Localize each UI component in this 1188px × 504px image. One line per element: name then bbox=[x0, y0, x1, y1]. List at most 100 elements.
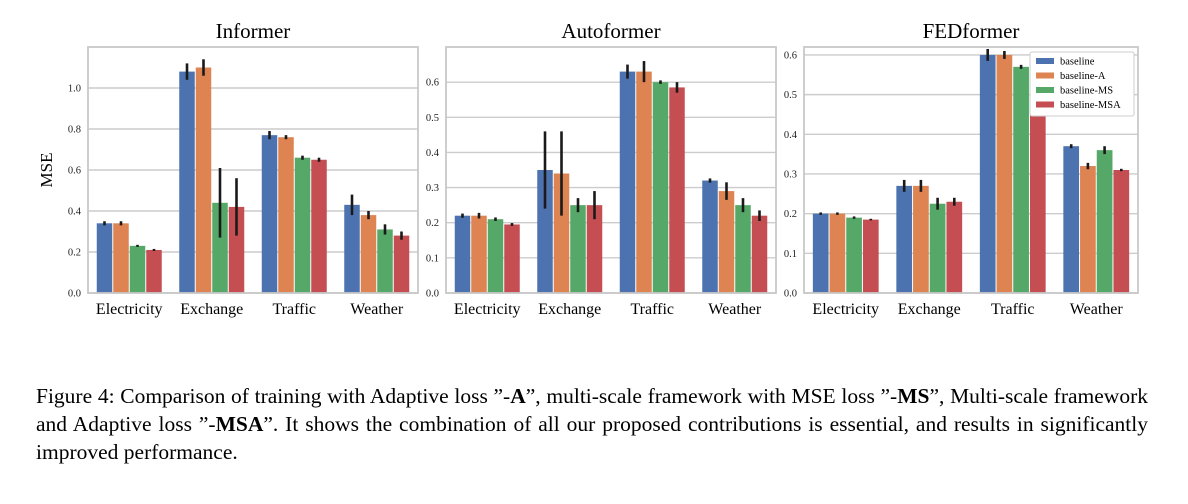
autoformer-ytick-label: 0.2 bbox=[426, 218, 439, 229]
fedformer-frame bbox=[803, 46, 1139, 294]
autoformer-xtick-label: Weather bbox=[708, 301, 762, 318]
autoformer-bar-baseline bbox=[702, 180, 718, 293]
informer-frame bbox=[87, 46, 419, 294]
fedformer-ytick-label: 0.4 bbox=[784, 130, 798, 141]
informer-ytick-label: 0.2 bbox=[68, 248, 81, 259]
informer-bar-baseline-msa bbox=[146, 249, 162, 293]
fedformer-ytick-label: 0.0 bbox=[784, 289, 797, 300]
fedformer-ytick-label: 0.1 bbox=[784, 249, 797, 260]
informer-bar-baseline-a bbox=[278, 137, 294, 293]
fedformer-ytick-label: 0.3 bbox=[784, 169, 797, 180]
caption-bold-msa: MSA bbox=[215, 412, 264, 436]
fedformer-title: FEDformer bbox=[923, 19, 1020, 43]
informer-xtick-label: Traffic bbox=[272, 301, 316, 318]
fedformer-xtick-label: Exchange bbox=[898, 301, 961, 318]
caption-bold-a: A bbox=[510, 384, 526, 408]
informer-bar-baseline bbox=[96, 223, 113, 293]
informer-bar-baseline-ms bbox=[294, 157, 311, 293]
legend-label-baseline: baseline bbox=[1060, 57, 1095, 68]
fedformer-ytick-label: 0.2 bbox=[784, 209, 797, 220]
autoformer-bar-baseline-msa bbox=[669, 87, 685, 294]
fedformer-bar-baseline-msa bbox=[862, 219, 879, 293]
legend-swatch-baseline-a bbox=[1036, 72, 1054, 79]
fedformer-bar-baseline-a bbox=[913, 185, 929, 293]
fedformer-bar-baseline-ms bbox=[846, 217, 862, 293]
fedformer-bar-baseline bbox=[896, 185, 913, 293]
legend-box bbox=[1029, 51, 1135, 117]
legend-label-baseline-ms: baseline-MS bbox=[1060, 86, 1113, 97]
autoformer-bar-baseline-msa bbox=[504, 224, 520, 293]
fedformer-xtick-label: Electricity bbox=[812, 301, 879, 318]
informer-bar-baseline-msa bbox=[393, 235, 410, 293]
informer-bar-baseline-msa bbox=[311, 159, 327, 293]
autoformer-bar-baseline-msa bbox=[586, 205, 603, 293]
informer-ylabel: MSE bbox=[37, 153, 56, 188]
informer-ytick-label: 0.8 bbox=[68, 125, 81, 136]
autoformer-bar-baseline-a bbox=[636, 71, 652, 293]
figure-charts: 0.0 0.2 0.4 0.6 0.8 1.0 Electricity Exchange Tra… bbox=[37, 19, 1139, 318]
autoformer-bar-baseline-ms bbox=[570, 205, 586, 293]
fedformer-bar-baseline-msa bbox=[1113, 170, 1130, 293]
caption-text-1: Figure 4: Comparison of training with Ad… bbox=[36, 384, 511, 408]
autoformer-ytick-label: 0.1 bbox=[426, 253, 439, 264]
informer-xtick-label: Exchange bbox=[180, 301, 243, 318]
fedformer-bar-baseline-msa bbox=[1029, 66, 1046, 293]
autoformer-frame bbox=[445, 46, 777, 294]
autoformer-bar-baseline-ms bbox=[735, 205, 751, 293]
autoformer-xtick-label: Traffic bbox=[630, 301, 674, 318]
caption-text-4: ”. It shows the combination of all our p… bbox=[36, 412, 1148, 464]
informer-title: Informer bbox=[216, 19, 291, 43]
caption-text-3: ”, Multi-scale framework and Adaptive lo… bbox=[36, 384, 1148, 436]
autoformer-ytick-label: 0.6 bbox=[426, 78, 439, 89]
autoformer-bar-baseline bbox=[537, 170, 553, 293]
fedformer-bar-baseline-a bbox=[1080, 166, 1096, 293]
autoformer-bar-baseline-ms bbox=[652, 82, 669, 294]
autoformer-title: Autoformer bbox=[561, 19, 660, 43]
fedformer-bar-baseline bbox=[979, 54, 996, 293]
autoformer-bar-baseline-a bbox=[718, 191, 735, 293]
informer-bar-baseline-msa bbox=[228, 206, 245, 293]
autoformer-bar-baseline-msa bbox=[751, 215, 768, 293]
autoformer-ytick-label: 0.0 bbox=[426, 289, 439, 300]
fedformer-ytick-label: 0.5 bbox=[784, 90, 797, 101]
informer-bar-baseline bbox=[179, 71, 195, 293]
fedformer-bar-baseline-ms bbox=[1013, 66, 1029, 293]
autoformer-bar-baseline bbox=[454, 215, 471, 293]
caption-bold-ms: MS bbox=[897, 384, 930, 408]
informer-ytick-label: 1.0 bbox=[68, 84, 81, 95]
fedformer-bar-baseline-ms bbox=[929, 203, 946, 293]
fedformer-bar-baseline-msa bbox=[946, 201, 963, 293]
autoformer-bar-baseline-a bbox=[553, 173, 570, 293]
informer-xtick-label: Electricity bbox=[96, 301, 163, 318]
informer-ytick-label: 0.6 bbox=[68, 166, 81, 177]
informer-bar-baseline-a bbox=[113, 223, 129, 293]
informer-bar-baseline bbox=[344, 204, 360, 293]
autoformer-ytick-label: 0.3 bbox=[426, 183, 439, 194]
caption-text-2: ”, multi-scale framework with MSE loss ”… bbox=[525, 384, 898, 408]
legend-label-baseline-a: baseline-A bbox=[1060, 71, 1106, 82]
autoformer-bar-baseline-a bbox=[471, 215, 487, 293]
informer-bar-baseline-ms bbox=[212, 202, 228, 293]
informer-ytick-label: 0.0 bbox=[68, 289, 81, 300]
informer-ytick-label: 0.4 bbox=[68, 207, 82, 218]
legend-swatch-baseline-ms bbox=[1036, 87, 1054, 93]
fedformer-bar-baseline bbox=[812, 213, 829, 293]
fedformer-bar-baseline-ms bbox=[1096, 150, 1113, 293]
fedformer-ytick-label: 0.6 bbox=[784, 50, 797, 61]
informer-bar-baseline-ms bbox=[377, 229, 393, 293]
informer-bar-baseline bbox=[261, 135, 278, 293]
legend-swatch-baseline bbox=[1036, 58, 1054, 64]
fedformer-xtick-label: Traffic bbox=[991, 301, 1035, 318]
fedformer-bar-baseline-a bbox=[996, 54, 1013, 293]
autoformer-xtick-label: Exchange bbox=[538, 301, 601, 318]
autoformer-ytick-label: 0.5 bbox=[426, 113, 439, 124]
autoformer-ytick-label: 0.4 bbox=[426, 148, 440, 159]
autoformer-xtick-label: Electricity bbox=[454, 301, 521, 318]
informer-bar-baseline-ms bbox=[129, 245, 146, 293]
legend-swatch-baseline-msa bbox=[1036, 101, 1054, 108]
autoformer-bar-baseline-ms bbox=[487, 219, 504, 293]
fedformer-bar-baseline bbox=[1063, 146, 1080, 293]
autoformer-bar-baseline bbox=[619, 71, 636, 293]
fedformer-bar-baseline-a bbox=[829, 213, 846, 293]
figure-caption: Figure 4: Comparison of training with Ad… bbox=[36, 382, 1148, 466]
